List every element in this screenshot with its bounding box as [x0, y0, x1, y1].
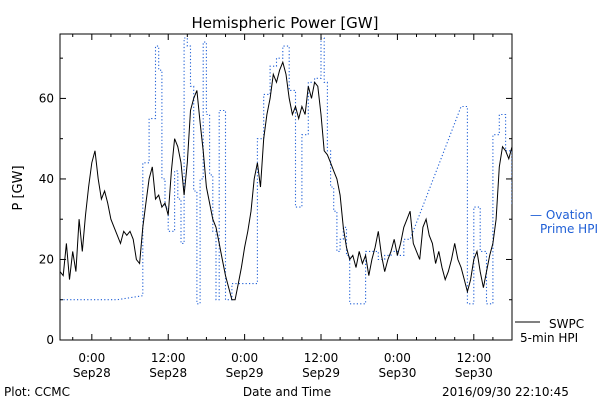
plot-credit: Plot: CCMC: [4, 385, 70, 399]
plot-frame: [59, 33, 513, 341]
x-tick-date: Sep30: [378, 366, 416, 380]
legend-ovation-line2: Prime HPI: [540, 222, 598, 236]
legend-ovation-line1: — Ovation: [530, 208, 593, 222]
plot-timestamp: 2016/09/30 22:10:45: [442, 385, 569, 399]
y-tick-label: 0: [46, 333, 54, 347]
x-tick-time: 0:00: [78, 351, 105, 365]
y-tick-label: 20: [39, 252, 54, 266]
x-tick-time: 12:00: [457, 351, 492, 365]
y-tick-label: 60: [39, 91, 54, 105]
x-axis-label: Date and Time: [243, 385, 331, 399]
x-tick-time: 12:00: [304, 351, 339, 365]
y-axis: 0 20 40 60: [39, 57, 512, 347]
legend-swpc-line1: SWPC: [549, 317, 584, 331]
x-tick-time: 0:00: [231, 351, 258, 365]
y-tick-label: 40: [39, 172, 54, 186]
x-tick-date: Sep28: [73, 366, 111, 380]
x-axis: 0:00Sep2812:00Sep280:00Sep2912:00Sep290:…: [72, 34, 513, 380]
legend-swpc-line2: 5-min HPI: [520, 331, 578, 345]
series-ovation-prime-hpi: [60, 37, 512, 305]
plot-area: [59, 33, 513, 341]
series-hemispheric-power: [60, 60, 512, 301]
legend: — Ovation Prime HPI SWPC 5-min HPI: [515, 208, 598, 345]
y-axis-label: P [GW]: [11, 165, 26, 210]
x-tick-time: 0:00: [384, 351, 411, 365]
x-tick-date: Sep29: [226, 366, 264, 380]
x-tick-date: Sep28: [149, 366, 187, 380]
x-tick-date: Sep30: [455, 366, 493, 380]
x-tick-date: Sep29: [302, 366, 340, 380]
x-tick-time: 12:00: [151, 351, 186, 365]
chart-title: Hemispheric Power [GW]: [192, 14, 379, 32]
